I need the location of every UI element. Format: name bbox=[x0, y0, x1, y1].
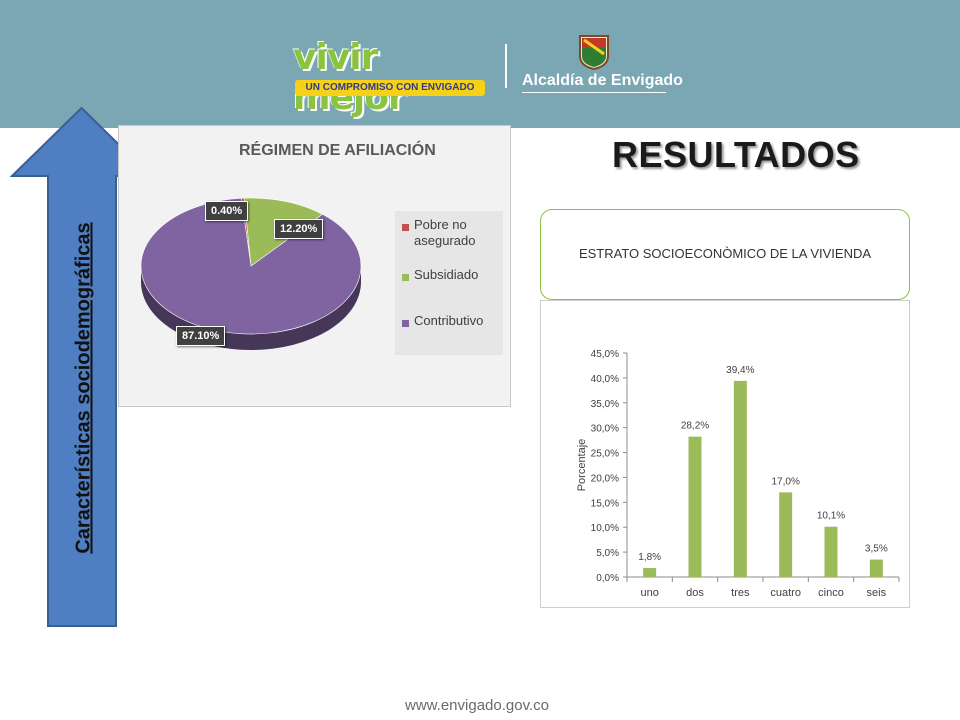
vivir-mejor-logo[interactable]: vivir mejor UN COMPROMISO CON ENVIGADO bbox=[293, 38, 487, 118]
pie-chart-title: RÉGIMEN DE AFILIACIÓN bbox=[239, 142, 436, 159]
x-tick-label: cinco bbox=[818, 587, 844, 599]
x-tick-label: tres bbox=[731, 587, 750, 599]
y-tick-label: 0,0% bbox=[596, 573, 619, 584]
legend-swatch bbox=[402, 320, 409, 327]
vivir-mejor-tagline: UN COMPROMISO CON ENVIGADO bbox=[295, 80, 485, 96]
x-tick-label: uno bbox=[640, 587, 658, 599]
bar-cuatro bbox=[779, 492, 793, 577]
header-banner: vivir mejor UN COMPROMISO CON ENVIGADO A… bbox=[0, 0, 960, 128]
x-tick-label: seis bbox=[867, 587, 887, 599]
pie-data-label: 0.40% bbox=[205, 201, 249, 221]
x-tick-label: dos bbox=[686, 587, 704, 599]
x-tick-label: cuatro bbox=[770, 587, 801, 599]
legend-label: Pobre no asegurado bbox=[414, 217, 476, 248]
y-tick-label: 30,0% bbox=[591, 424, 619, 435]
y-tick-label: 35,0% bbox=[591, 399, 619, 410]
bar-dos bbox=[688, 436, 702, 577]
pie-data-label: 87.10% bbox=[176, 326, 226, 346]
y-tick-label: 40,0% bbox=[591, 374, 619, 385]
legend-swatch bbox=[402, 274, 409, 281]
y-tick-label: 25,0% bbox=[591, 449, 619, 460]
vivir-mejor-wordmark: vivir mejor bbox=[293, 37, 406, 118]
y-axis-title: Porcentaje bbox=[576, 439, 588, 492]
bar-data-label: 1,8% bbox=[638, 552, 661, 563]
estrato-heading-text: ESTRATO SOCIOECONÒMICO DE LA VIVIENDA bbox=[578, 246, 872, 261]
bar-chart-panel: 0,0% 5,0% 10,0% 15,0% 20,0% 25,0% 30,0% 35,0% 40… bbox=[540, 300, 910, 608]
bar-data-label: 3,5% bbox=[865, 544, 888, 555]
estrato-heading-box: ESTRATO SOCIOECONÒMICO DE LA VIVIENDA bbox=[540, 209, 910, 300]
y-tick-label: 10,0% bbox=[591, 523, 619, 534]
sociodemographic-label: Características sociodemográficas bbox=[72, 222, 95, 554]
bar-data-label: 39,4% bbox=[726, 365, 754, 376]
footer-url[interactable]: www.envigado.gov.co bbox=[405, 697, 549, 714]
y-tick-label: 20,0% bbox=[591, 473, 619, 484]
bar-seis bbox=[869, 559, 883, 577]
alcaldia-envigado-name[interactable]: Alcaldía de Envigado bbox=[522, 72, 683, 89]
bar-cinco bbox=[824, 526, 838, 577]
alcaldia-underline bbox=[522, 92, 666, 93]
y-tick-label: 45,0% bbox=[591, 349, 619, 360]
y-tick-label: 5,0% bbox=[596, 548, 619, 559]
legend-label: Contributivo bbox=[414, 313, 484, 328]
pie-data-label: 12.20% bbox=[274, 219, 324, 239]
bar-data-label: 28,2% bbox=[681, 421, 709, 432]
envigado-shield-icon bbox=[579, 35, 609, 70]
bar-data-label: 17,0% bbox=[771, 476, 799, 487]
page-title: RESULTADOS bbox=[612, 134, 860, 175]
logo-divider bbox=[505, 44, 507, 88]
y-tick-label: 15,0% bbox=[591, 498, 619, 509]
pie-legend: Pobre no asegurado Subsidiado Contributi… bbox=[395, 211, 503, 355]
bar-data-label: 10,1% bbox=[817, 511, 845, 522]
legend-swatch bbox=[402, 224, 409, 231]
bar-chart: 0,0% 5,0% 10,0% 15,0% 20,0% 25,0% 30,0% 35,0% 40… bbox=[576, 349, 900, 599]
pie-chart-panel: RÉGIMEN DE AFILIACIÓN Pobre no asegurado… bbox=[118, 125, 511, 407]
bar-uno bbox=[643, 568, 657, 577]
legend-label: Subsidiado bbox=[414, 267, 479, 282]
bar-tres bbox=[733, 380, 747, 577]
